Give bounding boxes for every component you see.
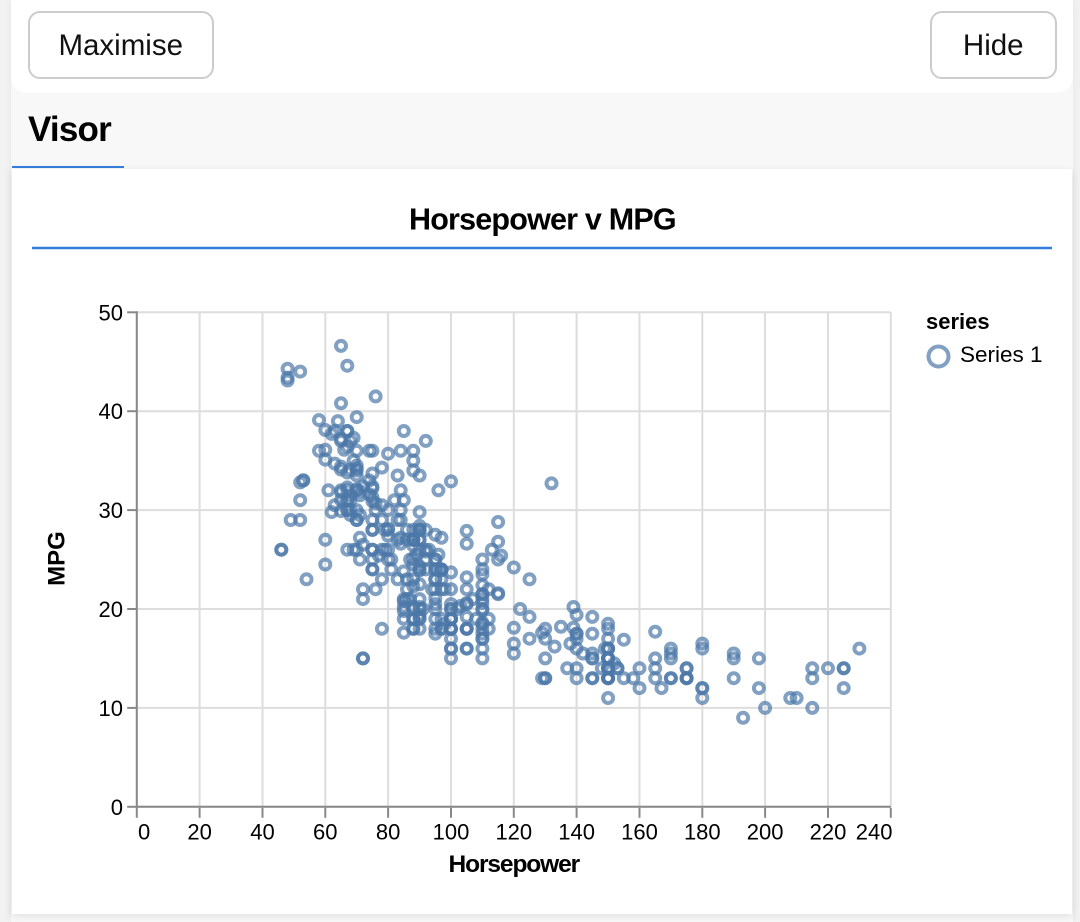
svg-text:160: 160 <box>621 820 658 845</box>
svg-text:180: 180 <box>684 820 721 845</box>
svg-text:60: 60 <box>313 820 337 845</box>
svg-text:0: 0 <box>138 820 150 845</box>
svg-text:120: 120 <box>495 820 532 845</box>
svg-text:40: 40 <box>250 820 274 845</box>
svg-text:80: 80 <box>376 820 400 845</box>
svg-text:0: 0 <box>111 795 123 820</box>
svg-text:Horsepower v MPG: Horsepower v MPG <box>409 203 676 237</box>
svg-text:140: 140 <box>558 820 595 845</box>
svg-text:200: 200 <box>747 820 784 845</box>
svg-text:220: 220 <box>810 820 847 845</box>
svg-text:50: 50 <box>99 300 123 325</box>
svg-text:100: 100 <box>433 820 470 845</box>
svg-text:40: 40 <box>99 399 123 424</box>
svg-text:MPG: MPG <box>44 531 71 586</box>
svg-text:series: series <box>926 309 990 334</box>
svg-text:20: 20 <box>99 597 123 622</box>
svg-text:30: 30 <box>99 498 123 523</box>
svg-text:10: 10 <box>99 696 123 721</box>
svg-text:Horsepower: Horsepower <box>449 851 581 878</box>
svg-text:Series 1: Series 1 <box>960 342 1043 367</box>
svg-text:240: 240 <box>856 820 893 845</box>
svg-text:20: 20 <box>187 820 211 845</box>
